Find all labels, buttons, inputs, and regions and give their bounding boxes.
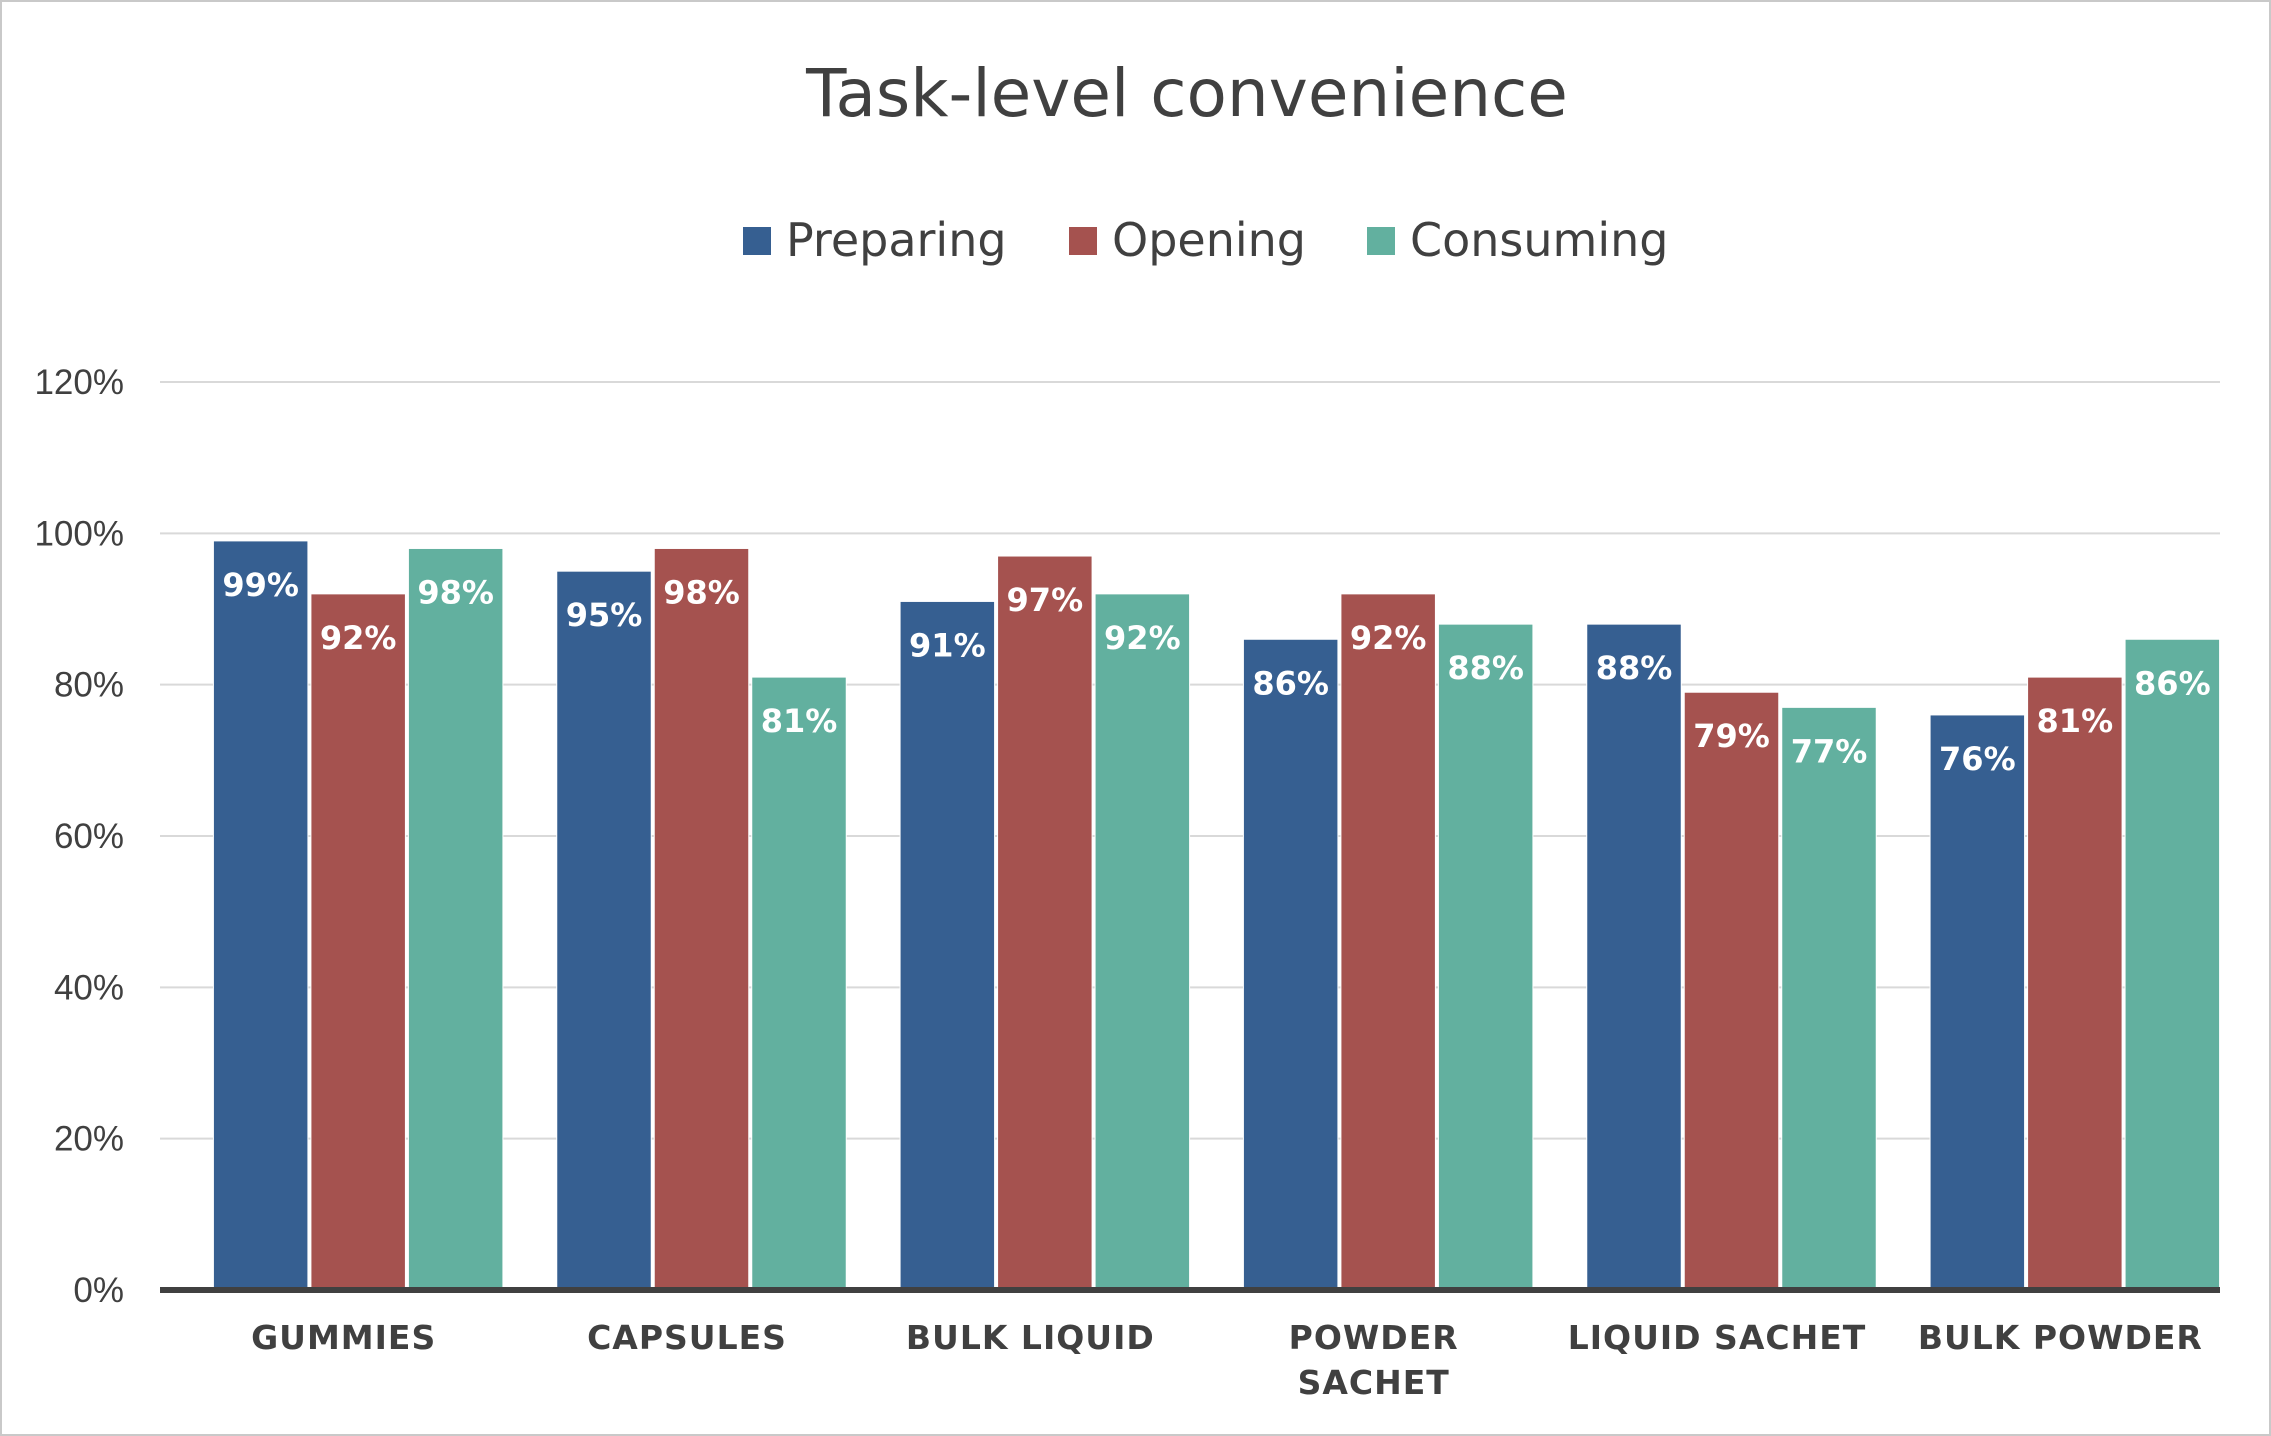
legend-swatch-consuming	[1367, 227, 1395, 255]
bar-preparing	[556, 570, 652, 1291]
x-category-label: GUMMIES	[251, 1318, 436, 1357]
y-axis-tick-labels: 0% 20% 40% 60% 80% 100% 120%	[34, 363, 124, 1310]
y-tick-label: 120%	[34, 363, 124, 402]
bar-consuming	[1781, 706, 1877, 1291]
data-labels: 99% 95% 91% 86% 88% 76% 92% 98% 97% 92% 79% 81% 98% 8…	[222, 566, 2210, 778]
legend-label-consuming: Consuming	[1410, 213, 1668, 267]
legend-label-opening: Opening	[1112, 213, 1306, 267]
y-tick-label: 100%	[34, 514, 124, 553]
data-label: 99%	[222, 566, 299, 604]
legend: Preparing Opening Consuming	[743, 213, 1668, 267]
legend-swatch-opening	[1069, 227, 1097, 255]
y-tick-label: 60%	[54, 817, 124, 856]
bar-opening	[653, 547, 750, 1291]
bar-consuming	[1094, 593, 1191, 1291]
data-label: 98%	[663, 573, 740, 611]
data-label: 81%	[761, 702, 838, 740]
data-label: 81%	[2037, 702, 2114, 740]
bar-opening	[2027, 676, 2123, 1291]
legend-label-preparing: Preparing	[786, 213, 1007, 267]
data-label: 95%	[566, 596, 643, 634]
data-label: 77%	[1791, 732, 1868, 770]
bar-preparing	[212, 540, 309, 1291]
chart-title: Task-level convenience	[805, 55, 1568, 132]
x-category-label: BULK LIQUID	[906, 1318, 1155, 1357]
data-label: 88%	[1447, 649, 1524, 687]
data-label: 86%	[2134, 664, 2211, 702]
data-label: 79%	[1693, 717, 1770, 755]
x-category-label: CAPSULES	[587, 1318, 787, 1357]
bar-preparing	[1586, 623, 1682, 1291]
bar-opening	[1683, 691, 1780, 1291]
bar-consuming	[407, 547, 504, 1291]
bar-preparing	[899, 600, 996, 1291]
bar-opening	[310, 593, 406, 1291]
data-label: 92%	[1104, 619, 1181, 657]
x-category-label: POWDER SACHET	[1289, 1318, 1459, 1402]
data-label: 88%	[1596, 649, 1673, 687]
bar-consuming	[751, 676, 847, 1291]
y-tick-label: 20%	[54, 1120, 124, 1159]
x-category-label: LIQUID SACHET	[1568, 1318, 1867, 1357]
data-label: 91%	[909, 626, 986, 664]
data-label: 98%	[417, 573, 494, 611]
bar-opening	[997, 555, 1093, 1291]
data-label: 86%	[1252, 664, 1329, 702]
data-label: 92%	[320, 619, 397, 657]
y-tick-label: 0%	[73, 1271, 124, 1310]
bar-opening	[1340, 593, 1436, 1291]
y-tick-label: 40%	[54, 968, 124, 1007]
x-category-label: BULK POWDER	[1918, 1318, 2203, 1357]
bar-preparing	[1929, 714, 2026, 1291]
bars	[212, 540, 2221, 1291]
data-label: 92%	[1350, 619, 1427, 657]
bar-preparing	[1242, 638, 1339, 1291]
y-tick-label: 80%	[54, 666, 124, 705]
data-label: 97%	[1007, 581, 1084, 619]
legend-swatch-preparing	[743, 227, 771, 255]
data-label: 76%	[1939, 740, 2016, 778]
bar-consuming	[2124, 638, 2221, 1291]
x-axis-category-labels: GUMMIES CAPSULES BULK LIQUID POWDER SACHET LI…	[251, 1318, 2203, 1402]
bar-consuming	[1437, 623, 1534, 1291]
